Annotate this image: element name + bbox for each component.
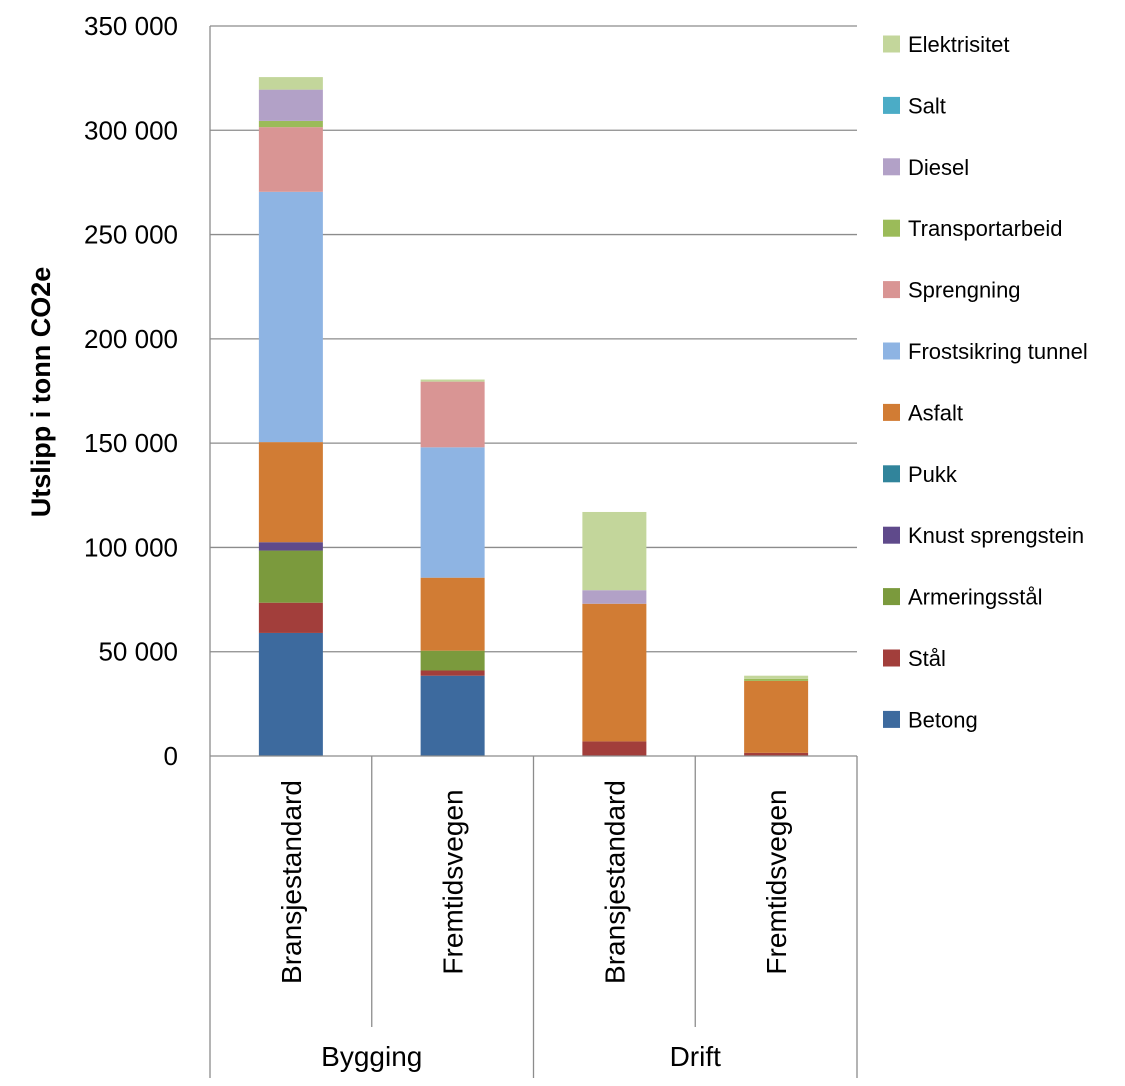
y-tick-label: 350 000 [84,11,178,41]
legend-label: Elektrisitet [908,32,1009,57]
bar-segment [420,650,485,671]
bar-segment [744,752,809,756]
x-group-label: Bygging [321,1041,422,1072]
legend-label: Transportarbeid [908,216,1062,241]
legend-swatch [883,342,900,360]
y-tick-label: 250 000 [84,220,178,250]
legend-swatch [883,710,900,728]
bar-segment [258,542,323,551]
legend-swatch [883,158,900,176]
bar-segment [420,379,485,382]
legend: Elektrisitet Salt Diesel Transportarbeid Spr… [883,32,1088,732]
bar-segment [258,77,323,90]
y-tick-label: 150 000 [84,428,178,458]
legend-swatch [883,403,900,421]
x-group-label: Drift [670,1041,722,1072]
y-tick-label: 300 000 [84,115,178,145]
legend-swatch [883,281,900,299]
bar-segment [258,89,323,121]
bar-segment [258,127,323,192]
bars [258,77,809,756]
bar-segment [582,511,647,591]
legend-label: Diesel [908,155,969,180]
legend-swatch [883,96,900,114]
axis-labels: 0 50 000 100 000 150 000 200 000 250 000 300 0… [84,11,792,1072]
y-tick-label: 50 000 [98,637,178,667]
bar-segment [744,675,809,679]
y-axis-title: Utslipp i tonn CO2e [26,267,56,518]
legend-label: Sprengning [908,278,1021,303]
legend-label: Armeringsstål [908,585,1042,610]
bar-segment [258,550,323,603]
bar-segment [744,678,809,681]
x-category-label: Fremtidsvegen [761,789,792,974]
y-tick-label: 100 000 [84,532,178,562]
legend-label: Betong [908,707,978,732]
bar-segment [258,120,323,128]
bar-segment [420,670,485,676]
bar-segment [420,675,485,756]
y-tick-label: 0 [164,741,178,771]
bar-segment [420,381,485,448]
axes [209,26,858,1078]
x-category-label: Bransjestandard [276,780,307,984]
legend-label: Knust sprengstein [908,523,1084,548]
legend-label: Stål [908,646,946,671]
legend-label: Salt [908,93,946,118]
legend-label: Pukk [908,462,958,487]
bar-segment [258,632,323,756]
legend-swatch [883,35,900,53]
x-category-label: Fremtidsvegen [438,789,469,974]
legend-swatch [883,588,900,606]
bar-segment [582,603,647,742]
y-tick-label: 200 000 [84,324,178,354]
bar-segment [582,590,647,604]
legend-swatch [883,649,900,667]
legend-label: Asfalt [908,400,963,425]
legend-label: Frostsikring tunnel [908,339,1088,364]
bar-segment [420,577,485,651]
bar-segment [420,447,485,578]
bar-segment [258,602,323,633]
legend-swatch [883,465,900,483]
legend-swatch [883,526,900,544]
bar-segment [744,680,809,753]
bar-segment [582,741,647,756]
bar-segment [258,191,323,443]
x-category-label: Bransjestandard [599,780,630,984]
bar-segment [258,442,323,543]
legend-swatch [883,219,900,237]
